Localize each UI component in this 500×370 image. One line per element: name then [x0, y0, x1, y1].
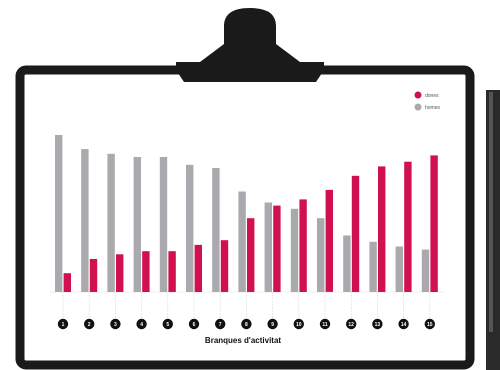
tick-marker-12	[346, 318, 357, 330]
tick-marker-1	[57, 318, 69, 330]
tick-label-15: 15	[427, 322, 433, 328]
clipboard-clip-icon	[176, 8, 324, 82]
bar-dones-1	[63, 273, 71, 292]
bar-dones-3	[116, 254, 124, 292]
bar-homes-7	[212, 168, 220, 292]
bar-homes-1	[55, 135, 63, 292]
legend-swatch-dones	[414, 91, 422, 99]
tick-marker-2	[84, 318, 95, 330]
tick-marker-9	[267, 318, 278, 330]
tick-label-11: 11	[322, 322, 328, 328]
tick-marker-7	[215, 318, 226, 330]
bar-dones-12	[351, 175, 360, 292]
legend-label-dones: dones	[425, 93, 439, 99]
bar-homes-13	[369, 241, 377, 292]
bar-dones-9	[273, 205, 281, 292]
tick-label-6: 6	[193, 322, 196, 328]
bar-dones-4	[142, 251, 150, 292]
tick-marker-10	[293, 318, 304, 330]
tick-marker-11	[319, 318, 331, 330]
bar-group	[55, 135, 438, 292]
tick-marker-5	[162, 318, 173, 330]
legend-label-homes: homes	[425, 105, 441, 111]
bar-dones-15	[430, 155, 438, 292]
x-axis-title: Branques d'activitat	[205, 336, 281, 345]
bar-homes-8	[238, 191, 246, 292]
tick-label-8: 8	[245, 322, 248, 328]
bar-homes-10	[290, 208, 299, 292]
bar-homes-12	[343, 235, 351, 292]
pen-icon	[486, 90, 500, 370]
bar-dones-11	[325, 189, 333, 292]
legend-swatch-homes	[414, 103, 422, 111]
bar-homes-11	[317, 218, 325, 292]
tick-marker-3	[110, 318, 121, 330]
bar-homes-2	[81, 149, 89, 292]
tick-label-5: 5	[166, 322, 169, 328]
tick-label-7: 7	[219, 322, 222, 328]
tick-marker-15	[424, 318, 435, 330]
bar-homes-14	[395, 246, 403, 292]
tick-label-12: 12	[348, 322, 354, 328]
bar-homes-5	[159, 157, 168, 292]
tick-label-14: 14	[401, 322, 407, 328]
bar-homes-9	[264, 202, 272, 292]
tick-label-13: 13	[375, 322, 381, 328]
bar-dones-13	[378, 166, 386, 292]
tick-marker-13	[372, 318, 383, 330]
bar-homes-15	[421, 249, 430, 292]
x-tick-group: 1 2 3 4 5 6 7 8 9 10 11 12 13 14 15	[57, 292, 435, 330]
tick-marker-4	[136, 318, 147, 330]
tick-label-2: 2	[88, 322, 91, 328]
tick-label-10: 10	[296, 322, 302, 328]
bar-dones-14	[404, 161, 412, 292]
bar-dones-6	[194, 244, 202, 292]
tick-label-9: 9	[271, 322, 274, 328]
tick-marker-8	[241, 318, 252, 330]
bar-dones-2	[89, 259, 98, 292]
bar-dones-10	[299, 199, 307, 292]
bar-homes-3	[107, 153, 115, 292]
tick-label-1: 1	[62, 322, 65, 328]
tick-label-4: 4	[140, 322, 143, 328]
bar-dones-7	[220, 240, 229, 292]
tick-label-3: 3	[114, 322, 117, 328]
bar-homes-4	[133, 157, 141, 292]
bar-dones-8	[247, 218, 255, 292]
tick-marker-14	[398, 318, 409, 330]
tick-marker-6	[188, 318, 200, 330]
bar-dones-5	[168, 251, 176, 292]
legend: dones homes	[414, 91, 441, 111]
bar-homes-6	[186, 164, 194, 292]
